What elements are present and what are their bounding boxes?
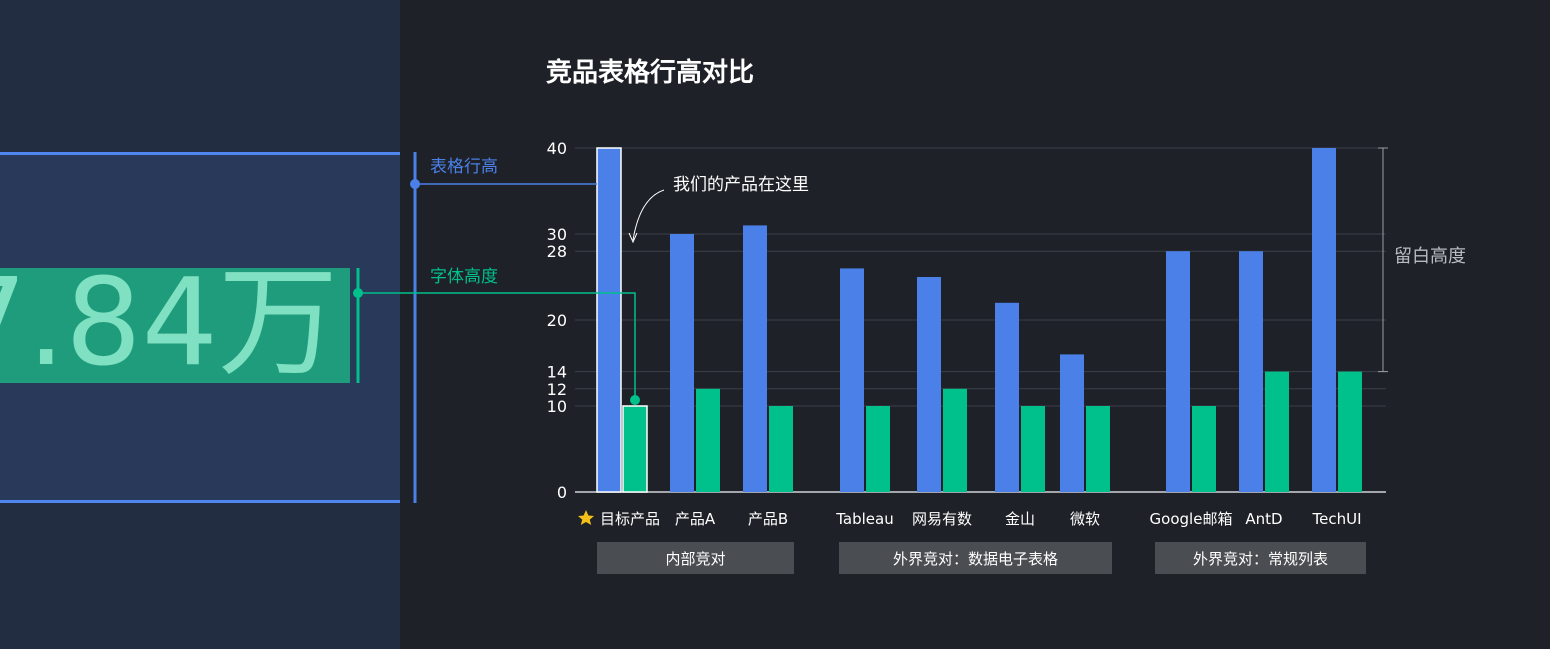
row-height-label: 表格行高 (430, 157, 498, 177)
group-labels: 内部竞对 外界竞对：数据电子表格 外界竞对：常规列表 (597, 542, 1366, 574)
x-tick-label: 目标产品 (600, 510, 660, 528)
x-tick-label: 微软 (1070, 510, 1100, 528)
x-tick-label: 产品B (748, 510, 788, 528)
x-tick-label: AntD (1245, 510, 1282, 528)
x-tick-label: 产品A (675, 510, 716, 528)
bar-font-height (622, 405, 648, 493)
x-tick-label: Tableau (835, 510, 894, 528)
arrow-head (628, 232, 638, 244)
font-height-box: 7.84万 (0, 268, 350, 383)
bar-font-height (1265, 371, 1289, 492)
bar-font-height (1192, 406, 1216, 492)
bars (596, 147, 1362, 493)
font-height-connector (358, 292, 636, 400)
y-tick-label: 30 (547, 225, 567, 244)
y-tick-label: 28 (547, 242, 567, 261)
y-tick-label: 14 (547, 363, 567, 382)
y-tick-label: 40 (547, 139, 567, 158)
bar-font-height (866, 406, 890, 492)
group-label: 内部竞对 (665, 550, 725, 568)
y-tick-label: 20 (547, 311, 567, 330)
x-tick-label: 网易有数 (912, 510, 972, 528)
whitespace-label: 留白高度 (1394, 246, 1466, 267)
bar-row-height (1312, 148, 1336, 492)
bar-row-height (1166, 251, 1190, 492)
bar-row-height (1060, 354, 1084, 492)
group-label-box (839, 542, 1112, 574)
bar-font-height (696, 388, 720, 492)
group-label: 外界竞对：数据电子表格 (893, 550, 1058, 568)
bar-font-height (1021, 406, 1045, 492)
x-tick-label: 金山 (1005, 510, 1035, 528)
x-tick-label: TechUI (1312, 510, 1362, 528)
chart-title: 竞品表格行高对比 (546, 58, 755, 88)
y-tick-label: 0 (557, 483, 567, 502)
hero-value: 7.84万 (0, 268, 338, 383)
our-product-label: 我们的产品在这里 (673, 175, 809, 195)
left-preview-panel: 7.84万 (0, 0, 400, 649)
y-tick-label: 10 (547, 397, 567, 416)
bar-row-height (917, 277, 941, 492)
bar-row-height (743, 225, 767, 492)
bar-font-height (1086, 406, 1110, 492)
star-icon (578, 510, 594, 525)
font-height-label: 字体高度 (430, 267, 498, 287)
bar-font-height (769, 406, 793, 492)
curved-arrow (632, 189, 665, 241)
bar-row-height (840, 268, 864, 492)
font-height-end-dot (630, 395, 640, 405)
y-tick-label: 12 (547, 380, 567, 399)
x-tick-label: Google邮箱 (1150, 510, 1233, 528)
group-label-box (597, 542, 794, 574)
group-label: 外界竞对：常规列表 (1193, 550, 1328, 568)
bar-font-height (1338, 371, 1362, 492)
bar-font-height (943, 388, 967, 492)
bar-row-height (670, 234, 694, 492)
bar-row-height (596, 147, 622, 493)
group-label-box (1155, 542, 1366, 574)
bar-row-height (1239, 251, 1263, 492)
x-tick-labels: 目标产品 产品A 产品B Tableau 网易有数 金山 微软 Google邮箱 AntD Tec… (578, 510, 1362, 528)
bar-row-height (995, 302, 1019, 492)
